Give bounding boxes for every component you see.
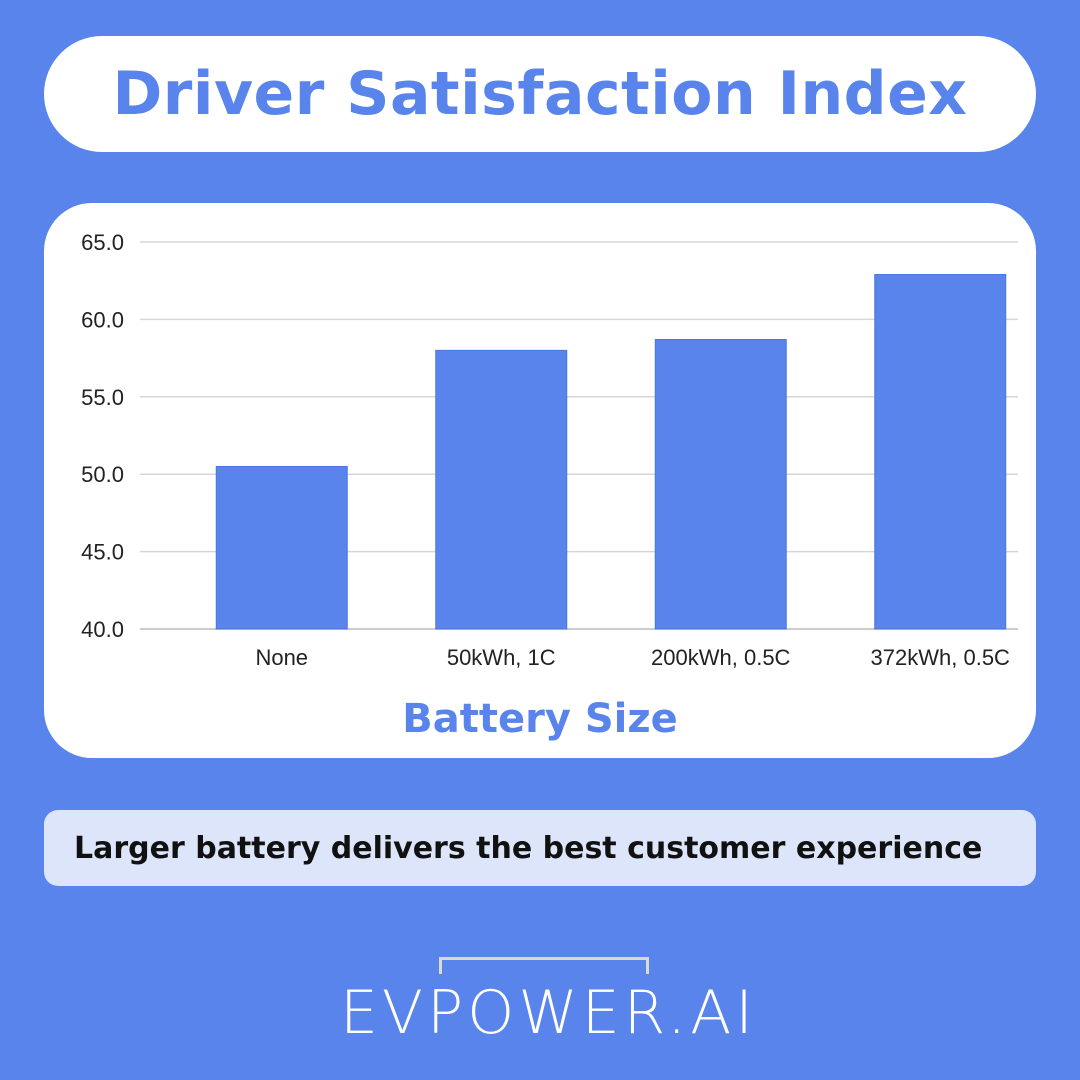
- x-tick-label: 200kWh, 0.5C: [651, 645, 791, 670]
- bar-chart: 40.0 45.0 50.0 55.0 60.0 65.0 None 50kWh, 1C 200…: [81, 230, 1018, 670]
- caption-box: Larger battery delivers the best custome…: [44, 810, 1036, 886]
- x-tick-label: 372kWh, 0.5C: [871, 645, 1011, 670]
- x-axis-label: Battery Size: [402, 696, 678, 742]
- logo-text: EVPOWER.AI: [340, 978, 757, 1048]
- y-tick-label: 40.0: [81, 617, 124, 642]
- bar-2: [654, 339, 787, 630]
- chart-card: 40.0 45.0 50.0 55.0 60.0 65.0 None 50kWh, 1C 200…: [44, 203, 1036, 758]
- y-tick-label: 50.0: [81, 462, 124, 487]
- x-tick-label: None: [255, 645, 308, 670]
- bar-3: [874, 274, 1007, 630]
- x-tick-label: 50kWh, 1C: [447, 645, 556, 670]
- logo: EVPOWER.AI: [340, 956, 757, 1048]
- y-tick-label: 65.0: [81, 230, 124, 255]
- logo-bracket-icon: [439, 957, 649, 974]
- y-tick-label: 60.0: [81, 307, 124, 332]
- caption-text: Larger battery delivers the best custome…: [74, 830, 983, 866]
- y-tick-label: 55.0: [81, 385, 124, 410]
- bar-1: [435, 349, 568, 630]
- page-title: Driver Satisfaction Index: [112, 59, 968, 129]
- bar-0: [215, 465, 348, 630]
- title-card: Driver Satisfaction Index: [44, 36, 1036, 152]
- y-tick-label: 45.0: [81, 540, 124, 565]
